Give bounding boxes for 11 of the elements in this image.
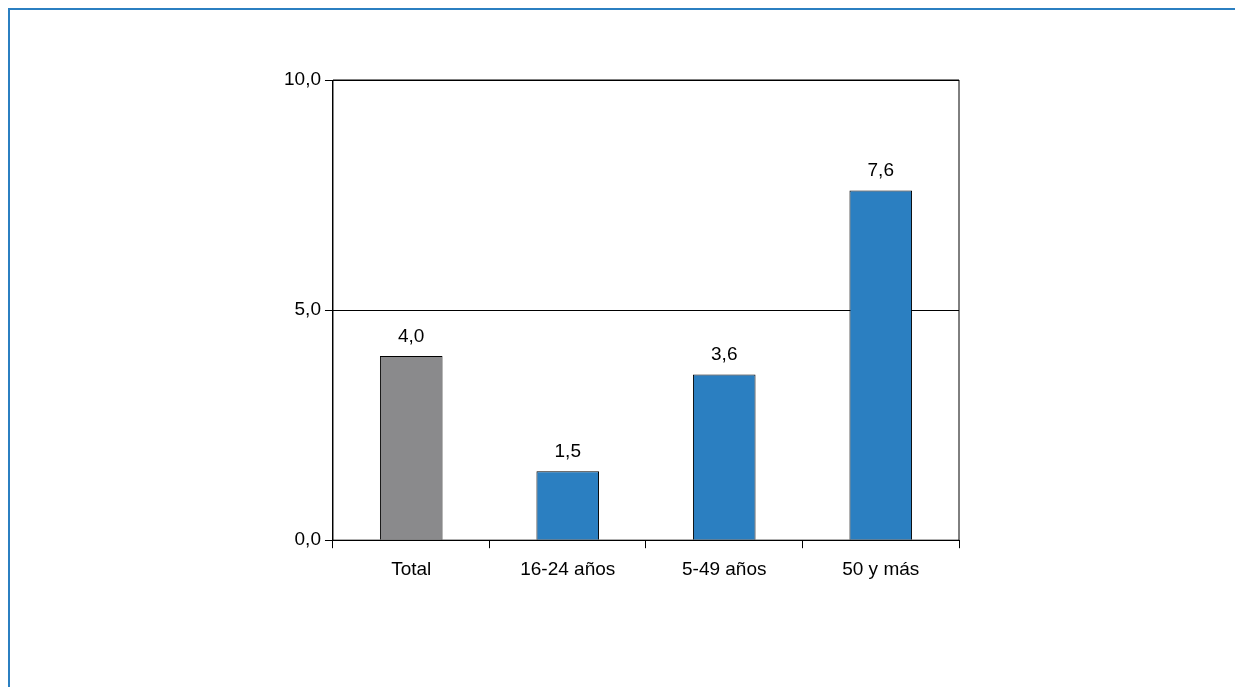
y-tick-label: 10,0	[284, 68, 321, 90]
data-label: 7,6	[867, 159, 894, 181]
y-tick-label: 5,0	[294, 298, 321, 320]
data-label: 3,6	[711, 343, 738, 365]
x-tick-label: 50 y más	[842, 557, 920, 579]
x-tick-label: 16-24 años	[520, 557, 616, 579]
data-label: 1,5	[554, 439, 581, 461]
x-tick-label: Total	[391, 557, 432, 579]
y-tick-label: 0,0	[294, 528, 321, 550]
x-tick-label: 5-49 años	[681, 557, 767, 579]
data-label: 4,0	[398, 324, 425, 346]
